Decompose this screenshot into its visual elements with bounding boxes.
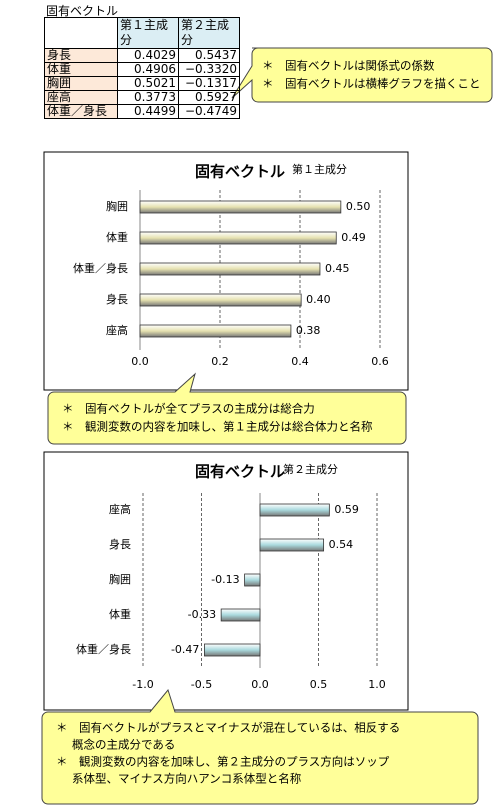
- category-label: 身長: [109, 537, 131, 551]
- table-cell: −0.3320: [178, 62, 240, 77]
- table-cell: 0.5437: [178, 48, 240, 63]
- value-label: -0.13: [211, 573, 239, 586]
- note-text: 概念の主成分である: [72, 738, 175, 752]
- x-tick-label: 1.0: [368, 678, 386, 691]
- category-label: 体重: [106, 230, 128, 244]
- value-label: 0.40: [306, 293, 331, 306]
- value-label: 0.50: [346, 200, 371, 213]
- category-label: 胸囲: [109, 572, 131, 586]
- table-cell: 0.5927: [178, 90, 240, 105]
- note-text: ＊ 固有ベクトルが全てプラスの主成分は総合力: [62, 402, 315, 416]
- bar: [204, 643, 261, 657]
- x-tick-label: 0.2: [211, 355, 229, 368]
- table-cell: 身長: [44, 48, 118, 63]
- value-label: -0.47: [171, 643, 199, 656]
- table-cell: 0.4499: [117, 104, 179, 119]
- bar: [259, 538, 325, 552]
- value-label: 0.54: [329, 538, 354, 551]
- value-label: 0.49: [341, 231, 366, 244]
- category-label: 座高: [109, 502, 131, 516]
- bar: [139, 262, 321, 276]
- table-cell: 体重／身長: [44, 104, 118, 119]
- table-cell: 0.5021: [117, 76, 179, 91]
- x-tick-label: 0.0: [131, 355, 149, 368]
- chart-title: 固有ベクトル: [195, 463, 285, 481]
- note-text: ＊ 固有ベクトルは横棒グラフを描くこと: [262, 77, 481, 91]
- bar: [139, 231, 337, 245]
- note-text: ＊ 固有ベクトルは関係式の係数: [262, 59, 435, 73]
- value-label: -0.33: [188, 608, 216, 621]
- bar: [220, 608, 261, 622]
- x-tick-label: -0.5: [191, 678, 212, 691]
- table-cell: −0.1317: [178, 76, 240, 91]
- note-text: ＊ 観測変数の内容を加味し、第１主成分は総合体力と名称: [62, 420, 373, 434]
- callout: [41, 688, 479, 805]
- bar: [139, 324, 292, 338]
- table-title: 固有ベクトル: [46, 4, 119, 18]
- chart-frame: [43, 451, 409, 711]
- category-label: 座高: [106, 323, 128, 337]
- chart-subtitle: 第１主成分: [292, 162, 347, 176]
- value-label: 0.38: [296, 324, 321, 337]
- value-label: 0.45: [325, 262, 350, 275]
- x-tick-label: 0.0: [251, 678, 269, 691]
- bar: [139, 200, 342, 214]
- table-cell: 座高: [44, 90, 118, 105]
- bar: [244, 573, 261, 587]
- category-label: 胸囲: [106, 199, 128, 213]
- x-tick-label: 0.5: [310, 678, 328, 691]
- table-cell: 第１主成分: [117, 17, 179, 49]
- chart-title: 固有ベクトル: [195, 163, 285, 181]
- table-cell: 胸囲: [44, 76, 118, 91]
- category-label: 体重／身長: [76, 642, 131, 656]
- x-tick-label: 0.6: [371, 355, 389, 368]
- table-cell: 0.3773: [117, 90, 179, 105]
- table-cell: 体重: [44, 62, 118, 77]
- bar: [259, 503, 330, 517]
- table-cell: [44, 17, 118, 49]
- chart-subtitle: 第２主成分: [283, 462, 338, 476]
- callout: [231, 47, 493, 103]
- x-tick-label: -1.0: [132, 678, 153, 691]
- note-text: ＊ 固有ベクトルがプラスとマイナスが混在しているは、相反する: [56, 721, 400, 735]
- table-cell: −0.4749: [178, 104, 240, 119]
- table: 第１主成分 第２主成分身長 0.4029 0.5437 体重 0.4906 −0.3320 胸…: [44, 17, 240, 119]
- value-label: 0.59: [334, 503, 359, 516]
- table-cell: 第２主成分: [178, 17, 240, 49]
- category-label: 体重／身長: [73, 261, 128, 275]
- table-cell: 0.4906: [117, 62, 179, 77]
- category-label: 体重: [109, 607, 131, 621]
- bar: [139, 293, 302, 307]
- table-cell: 0.4029: [117, 48, 179, 63]
- note-text: 系体型、マイナス方向ハアンコ系体型と名称: [72, 772, 302, 786]
- x-tick-label: 0.4: [291, 355, 309, 368]
- category-label: 身長: [106, 292, 128, 306]
- callout: [47, 372, 407, 445]
- note-text: ＊ 観測変数の内容を加味し、第２主成分のプラス方向はソップ: [56, 755, 390, 769]
